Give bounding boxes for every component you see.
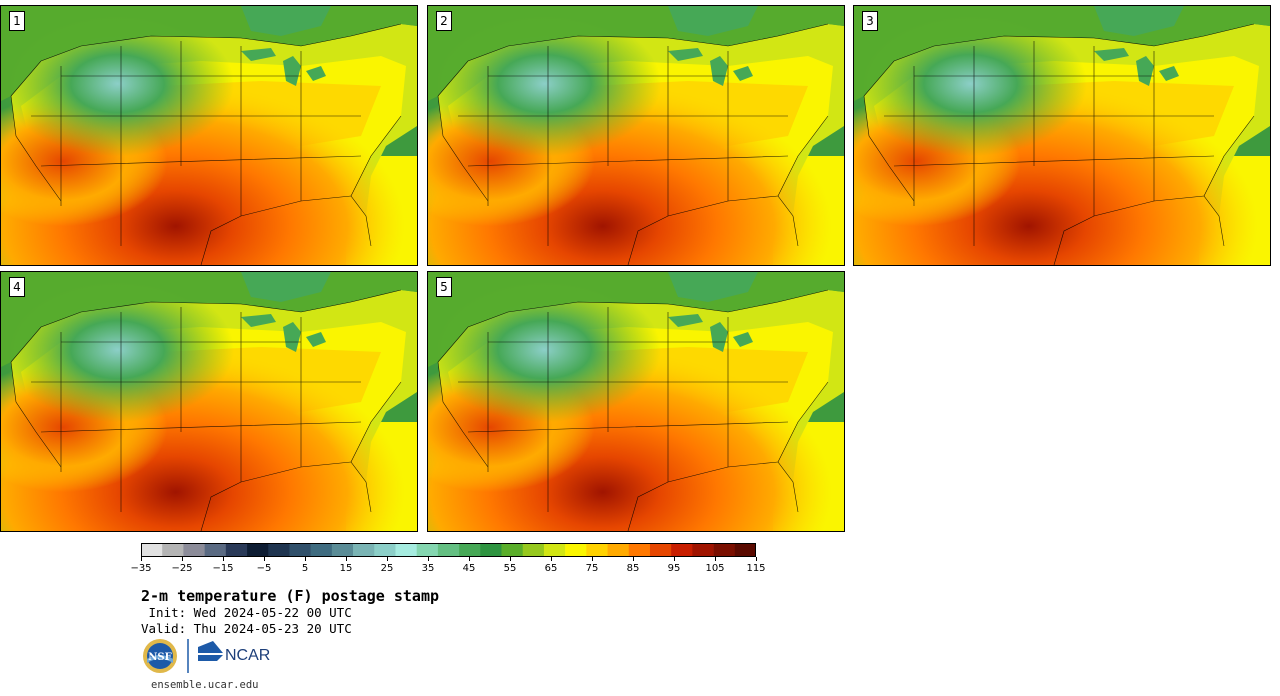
logos: NSF NCAR: [143, 639, 270, 673]
temperature-colorbar: [141, 543, 756, 557]
colorbar-swatch: [713, 543, 736, 557]
map-panel-2: 2: [427, 5, 845, 266]
colorbar-swatch: [628, 543, 651, 557]
colorbar-swatch: [247, 543, 269, 557]
colorbar-swatch: [565, 543, 587, 557]
colorbar-swatch: [353, 543, 375, 557]
temperature-map: [428, 6, 844, 265]
panel-label: 1: [9, 11, 25, 31]
colorbar-swatch: [141, 543, 163, 557]
colorbar-swatch: [671, 543, 693, 557]
temperature-map: [428, 272, 844, 531]
map-panel-5: 5: [427, 271, 845, 532]
map-panel-4: 4: [0, 271, 418, 532]
temperature-map: [1, 6, 417, 265]
colorbar-tick-label: 35: [421, 563, 435, 574]
colorbar-tick-label: 55: [503, 563, 517, 574]
colorbar-swatch: [522, 543, 545, 557]
colorbar-swatch: [607, 543, 630, 557]
colorbar-tick-labels: −35 −25 −15 −5 5 15 25 35 45 55 65 75 85 95 105 115: [130, 557, 766, 579]
site-url: ensemble.ucar.edu: [151, 679, 259, 691]
colorbar-swatch: [437, 543, 460, 557]
colorbar-tick: [346, 557, 347, 561]
colorbar-tick-label: 115: [746, 563, 766, 574]
colorbar-swatch: [395, 543, 417, 557]
colorbar-swatch: [204, 543, 227, 557]
colorbar-swatch: [543, 543, 566, 557]
colorbar-tick: [510, 557, 511, 561]
colorbar-swatch: [586, 543, 608, 557]
colorbar-tick: [674, 557, 675, 561]
colorbar-tick: [387, 557, 388, 561]
colorbar-tick: [469, 557, 470, 561]
colorbar-swatch: [268, 543, 290, 557]
colorbar-swatch: [289, 543, 311, 557]
colorbar-swatch: [374, 543, 396, 557]
colorbar-tick-label: 15: [339, 563, 353, 574]
colorbar-tick-label: 25: [380, 563, 394, 574]
colorbar-swatch: [162, 543, 184, 557]
colorbar-tick: [182, 557, 183, 561]
colorbar-swatch: [692, 543, 714, 557]
colorbar-tick-label: 45: [462, 563, 476, 574]
colorbar-swatch: [331, 543, 354, 557]
colorbar-swatch: [649, 543, 672, 557]
colorbar-tick: [551, 557, 552, 561]
colorbar-tick: [428, 557, 429, 561]
colorbar-swatch: [734, 543, 756, 557]
temperature-map: [854, 6, 1270, 265]
colorbar-tick: [633, 557, 634, 561]
colorbar-tick-label: 95: [667, 563, 681, 574]
ncar-logo-text: NCAR: [225, 647, 270, 664]
colorbar-tick: [223, 557, 224, 561]
colorbar-tick-label: −5: [256, 563, 272, 574]
colorbar-swatch: [501, 543, 524, 557]
colorbar-tick-label: −35: [130, 563, 152, 574]
colorbar-tick: [141, 557, 142, 561]
colorbar-tick-label: 65: [544, 563, 558, 574]
panel-label: 2: [436, 11, 452, 31]
colorbar-tick-label: 85: [626, 563, 640, 574]
panel-label: 4: [9, 277, 25, 297]
colorbar-tick-label: −25: [171, 563, 193, 574]
colorbar-swatch: [225, 543, 248, 557]
nsf-logo: NSF: [143, 639, 177, 673]
map-panel-3: 3: [853, 5, 1271, 266]
colorbar-swatch: [310, 543, 333, 557]
colorbar-tick: [264, 557, 265, 561]
valid-time: Valid: Thu 2024-05-23 20 UTC: [141, 621, 352, 636]
colorbar-swatch: [480, 543, 502, 557]
temperature-map: [1, 272, 417, 531]
ncar-logo: NCAR: [198, 641, 270, 664]
colorbar-swatch: [183, 543, 205, 557]
colorbar-tick: [592, 557, 593, 561]
map-panel-1: 1: [0, 5, 418, 266]
colorbar-tick: [756, 557, 757, 561]
panel-label: 5: [436, 277, 452, 297]
figure-title: 2-m temperature (F) postage stamp: [141, 587, 440, 605]
colorbar-tick-label: 5: [301, 563, 309, 574]
panel-label: 3: [862, 11, 878, 31]
colorbar-tick-label: −15: [212, 563, 234, 574]
init-time: Init: Wed 2024-05-22 00 UTC: [141, 605, 352, 620]
colorbar-swatch: [416, 543, 439, 557]
colorbar-tick-label: 105: [705, 563, 725, 574]
colorbar-tick: [305, 557, 306, 561]
colorbar-swatch: [459, 543, 481, 557]
colorbar-tick-label: 75: [585, 563, 599, 574]
colorbar-tick: [715, 557, 716, 561]
nsf-logo-text: NSF: [148, 652, 171, 663]
